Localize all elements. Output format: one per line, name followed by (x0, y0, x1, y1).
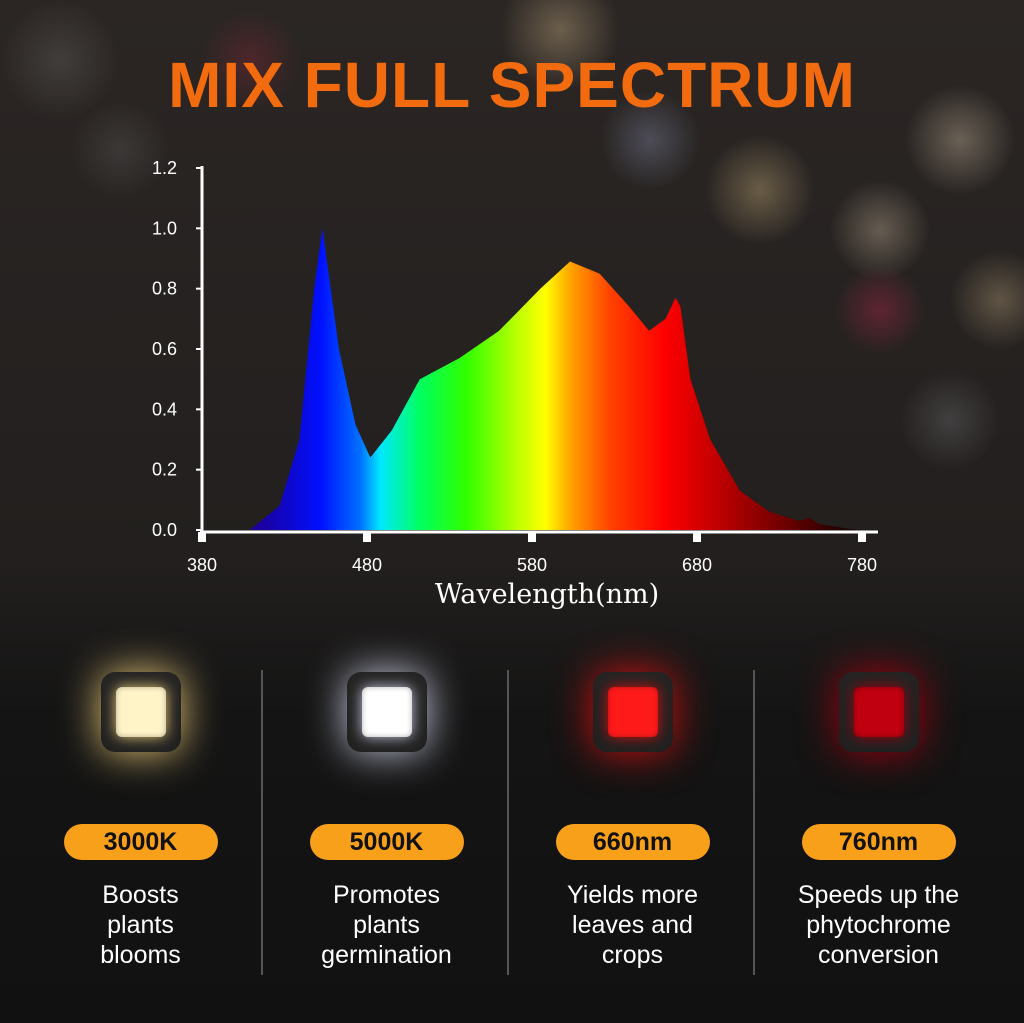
led-badge: 3000K (63, 824, 218, 860)
x-tick-label: 580 (517, 555, 547, 575)
led-card: 5000K Promotes plants germination (264, 660, 509, 980)
divider (261, 670, 263, 975)
led-card: 660nm Yields more leaves and crops (510, 660, 755, 980)
description-line: crops (601, 941, 664, 969)
x-tick-label: 780 (847, 555, 877, 575)
description-line: conversion (818, 941, 939, 969)
x-tick-label: 380 (187, 555, 217, 575)
y-tick-label: 0.2 (152, 460, 177, 480)
led-description: Speeds up the phytochrome conversion (756, 880, 1001, 970)
led-chip-icon (592, 672, 673, 752)
description-line: blooms (100, 941, 181, 969)
description-line: Promotes (333, 881, 440, 909)
y-tick-label: 0.0 (152, 520, 177, 540)
spectrum-chart: 0.0 0.2 0.4 0.6 0.8 1.0 1.2 380 480 580 680 780 Wav… (152, 158, 877, 610)
description-line: plants (107, 911, 174, 939)
x-tick (198, 532, 206, 542)
description-line: phytochrome (806, 911, 951, 939)
divider (507, 670, 509, 975)
description-line: Yields more (566, 881, 699, 909)
y-tick-label: 1.2 (152, 158, 177, 178)
description-line: Boosts (102, 881, 179, 909)
x-tick-label: 480 (352, 555, 382, 575)
divider (753, 670, 755, 975)
x-tick (693, 532, 701, 542)
led-badge: 760nm (801, 824, 956, 860)
led-card: 760nm Speeds up the phytochrome conversion (756, 660, 1001, 980)
y-tick-label: 0.8 (152, 279, 177, 299)
y-tick-label: 1.0 (152, 218, 177, 238)
led-chip-icon (100, 672, 181, 752)
x-tick (858, 532, 866, 542)
description-line: plants (353, 911, 420, 939)
led-description: Yields more leaves and crops (510, 880, 755, 970)
led-chip-icon (346, 672, 427, 752)
x-axis-label: Wavelength(nm) (435, 579, 659, 610)
description-line: Speeds up the (797, 881, 960, 909)
x-tick (363, 532, 371, 542)
led-description: Boosts plants blooms (18, 880, 263, 970)
x-tick-label: 680 (682, 555, 712, 575)
spectrum-area (202, 228, 862, 531)
y-tick-label: 0.4 (152, 399, 177, 419)
description-line: germination (321, 941, 452, 969)
led-description: Promotes plants germination (264, 880, 509, 970)
x-tick (528, 532, 536, 542)
led-card: 3000K Boosts plants blooms (18, 660, 263, 980)
led-badge: 5000K (309, 824, 464, 860)
y-tick-label: 0.6 (152, 339, 177, 359)
description-line: leaves and (572, 911, 693, 939)
page-title: MIX FULL SPECTRUM (168, 49, 856, 121)
led-chip-icon (838, 672, 919, 752)
led-badge: 660nm (555, 824, 710, 860)
